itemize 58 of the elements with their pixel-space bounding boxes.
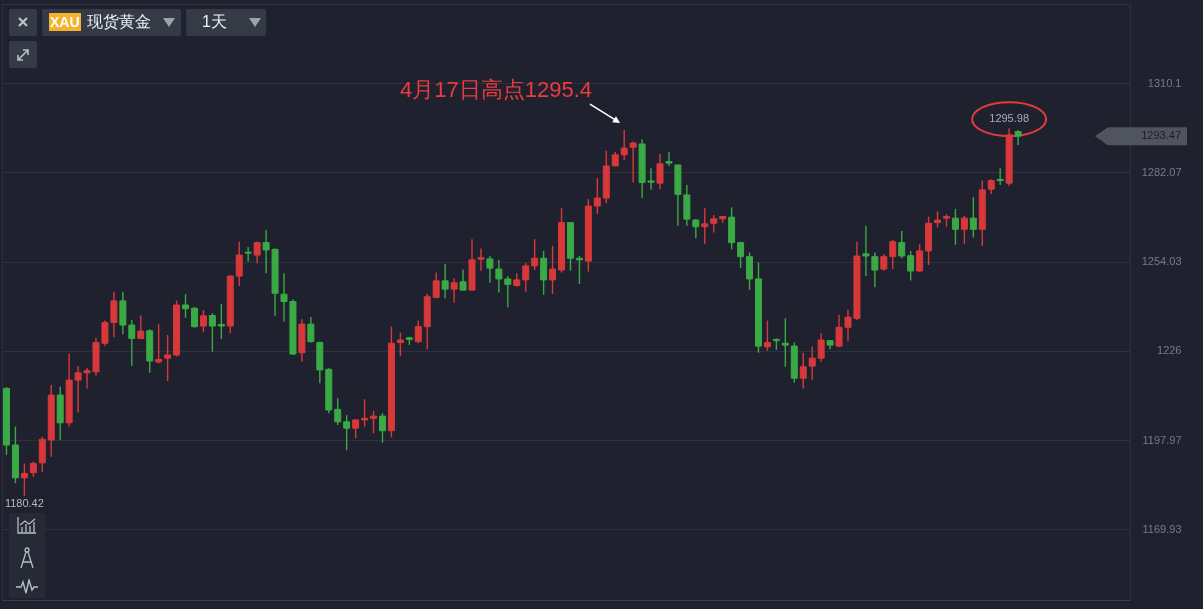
candlestick (182, 293, 190, 319)
candlestick (334, 397, 342, 426)
candlestick (361, 398, 369, 428)
candlestick (396, 332, 404, 357)
candlestick (343, 414, 351, 451)
candlestick (763, 319, 771, 352)
y-tick-label: 1169.93 (1142, 522, 1182, 535)
annotation: 1295.98 (989, 112, 1030, 125)
candlestick (352, 419, 360, 440)
candlestick (432, 271, 440, 300)
candlestick (20, 462, 28, 497)
candlestick (164, 334, 172, 382)
candlestick (549, 245, 557, 295)
y-tick-label: 1226 (1157, 344, 1182, 357)
dropdown: 1天 (186, 9, 266, 36)
candlestick (540, 250, 548, 296)
candlestick (137, 314, 145, 340)
candlestick (531, 238, 539, 271)
candlestick (522, 262, 530, 293)
candlestick (799, 352, 807, 390)
candlestick (593, 177, 601, 215)
annotation: 1180.42 (4, 496, 44, 509)
y-tick-label: 1197.97 (1142, 433, 1182, 446)
candlestick (450, 277, 458, 304)
y-tick-label: 1310.1 (1147, 76, 1182, 89)
candlestick (378, 412, 386, 444)
candlestick (665, 151, 673, 167)
candlestick (441, 263, 449, 300)
candlestick (155, 323, 163, 364)
candlestick (656, 153, 664, 190)
candlestick (701, 207, 709, 245)
candlestick (996, 167, 1004, 186)
candlestick (244, 246, 252, 263)
candlestick (190, 306, 198, 329)
candlestick (217, 303, 225, 340)
candlestick (781, 317, 789, 368)
candlestick (370, 409, 378, 434)
candlestick (898, 230, 906, 259)
candlestick (235, 241, 243, 287)
y-tick-label: 1254.03 (1141, 255, 1182, 268)
candlestick (916, 243, 924, 273)
annotation: 4月17日高点1295.4 (400, 77, 592, 102)
candlestick (737, 241, 745, 269)
candlestick (199, 309, 207, 334)
candlestick (307, 316, 315, 344)
y-tick-label: 1282.07 (1141, 165, 1182, 178)
candlestick (1014, 129, 1022, 146)
candlestick (208, 312, 216, 353)
candlestick (889, 239, 897, 270)
candlestick (960, 215, 968, 245)
candlestick (907, 250, 915, 282)
candlestick (459, 268, 467, 292)
candlestick (951, 208, 959, 246)
candlestick (746, 251, 754, 291)
candlestick (969, 196, 977, 239)
dropdown: XAU 现货黄金 (42, 9, 181, 36)
candlestick (38, 436, 46, 473)
candlestick (414, 319, 422, 344)
